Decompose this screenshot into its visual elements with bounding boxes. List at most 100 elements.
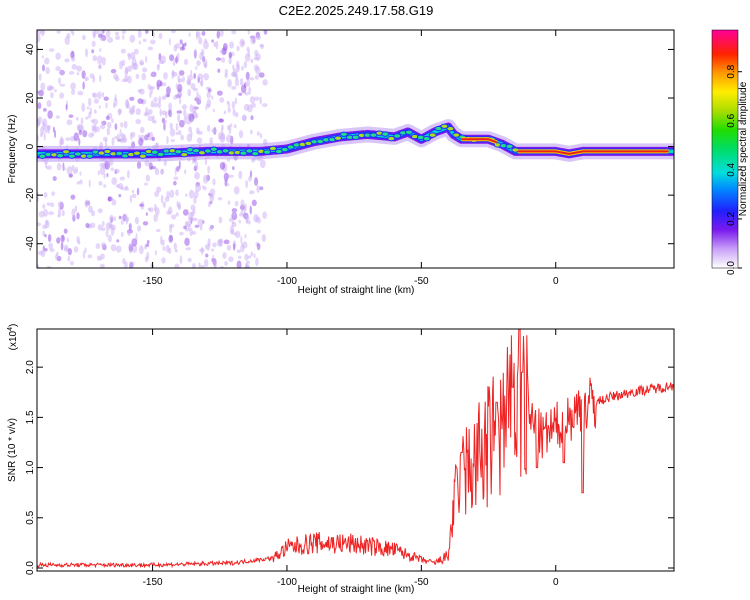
noise-mark — [233, 232, 237, 236]
noise-mark — [121, 59, 126, 67]
noise-mark — [173, 95, 178, 100]
noise-mark — [157, 101, 161, 109]
noise-mark — [107, 234, 112, 243]
noise-mark — [189, 227, 193, 237]
noise-mark — [73, 246, 79, 253]
noise-mark — [200, 246, 204, 255]
noise-mark — [48, 242, 53, 250]
noise-mark — [188, 32, 191, 37]
x-tick-label: -50 — [414, 577, 429, 588]
noise-mark — [232, 64, 235, 71]
noise-mark — [196, 137, 203, 144]
noise-mark — [147, 108, 153, 115]
noise-mark — [107, 196, 113, 202]
noise-mark — [44, 233, 47, 238]
ridge-blob — [440, 123, 449, 129]
noise-mark — [154, 206, 160, 216]
colorbar-ticks: 0.0 0.2 0.4 0.6 0.8 — [726, 64, 742, 275]
noise-mark — [68, 173, 74, 178]
ridge-blob — [339, 131, 348, 137]
noise-mark — [243, 61, 248, 69]
noise-mark — [130, 52, 136, 60]
noise-mark — [102, 220, 105, 227]
noise-mark — [76, 181, 81, 185]
noise-mark — [259, 133, 263, 139]
ridge-blob — [245, 148, 254, 154]
noise-mark — [223, 239, 230, 245]
noise-mark — [245, 71, 250, 81]
noise-mark — [240, 209, 244, 215]
noise-mark — [81, 102, 86, 112]
noise-mark — [254, 177, 259, 186]
noise-mark — [211, 39, 214, 43]
noise-mark — [195, 30, 199, 40]
noise-mark — [240, 235, 243, 245]
noise-mark — [107, 36, 114, 43]
noise-mark — [218, 118, 224, 123]
noise-mark — [97, 55, 103, 65]
noise-mark — [162, 82, 167, 87]
noise-mark — [89, 73, 95, 79]
noise-mark — [43, 208, 49, 217]
x-tick-label: 0 — [553, 276, 559, 287]
noise-mark — [228, 51, 232, 59]
noise-mark — [46, 202, 51, 207]
noise-mark — [129, 34, 136, 43]
noise-mark — [90, 119, 95, 123]
noise-mark — [190, 204, 196, 211]
noise-mark — [82, 34, 86, 41]
ridge-blob — [209, 146, 218, 152]
noise-mark — [242, 114, 247, 122]
x-tick-label: -50 — [414, 276, 429, 287]
noise-mark — [75, 166, 79, 174]
noise-mark — [120, 122, 124, 128]
noise-mark — [101, 242, 107, 248]
noise-mark — [178, 96, 182, 105]
noise-mark — [110, 244, 117, 252]
noise-mark — [103, 173, 106, 179]
noise-mark — [219, 97, 225, 103]
colorbar: 0.0 0.2 0.4 0.6 0.8 Normalized spectral ampl… — [711, 29, 749, 275]
noise-mark — [175, 189, 179, 197]
noise-mark — [234, 200, 239, 207]
noise-mark — [227, 101, 231, 108]
y-tick-label: -40 — [25, 236, 36, 251]
y-tick-label: 1.5 — [25, 410, 36, 424]
noise-mark — [236, 249, 242, 253]
noise-mark — [235, 74, 239, 80]
noise-mark — [84, 199, 89, 208]
noise-mark — [84, 48, 89, 58]
spectrogram-ticks: -150 -100 -50 0 -40 -20 0 20 40 — [25, 30, 674, 287]
noise-mark — [182, 43, 187, 47]
noise-mark — [186, 78, 192, 85]
noise-mark — [148, 162, 153, 170]
noise-mark — [231, 30, 237, 35]
noise-mark — [238, 130, 244, 139]
noise-mark — [114, 123, 118, 131]
noise-mark — [45, 165, 52, 170]
noise-mark — [157, 81, 160, 85]
noise-mark — [184, 169, 187, 175]
noise-mark — [171, 214, 177, 220]
noise-mark — [57, 201, 63, 208]
noise-mark — [161, 257, 166, 264]
colorbar-tick-label: 0.6 — [726, 113, 737, 127]
snr-xlabel: Height of straight line (km) — [298, 584, 415, 595]
noise-mark — [123, 187, 130, 191]
noise-mark — [45, 219, 49, 225]
ridge-core — [518, 150, 669, 155]
noise-mark — [127, 169, 130, 179]
noise-mark — [202, 40, 209, 50]
y-tick-label: 0.5 — [25, 510, 36, 524]
noise-mark — [208, 226, 214, 231]
noise-mark — [118, 215, 122, 220]
noise-mark — [248, 175, 252, 182]
noise-mark — [235, 230, 241, 239]
noise-mark — [122, 134, 126, 139]
noise-mark — [195, 66, 198, 70]
noise-mark — [122, 34, 125, 40]
noise-mark — [99, 162, 105, 168]
noise-mark — [178, 70, 185, 76]
noise-mark — [174, 263, 180, 268]
noise-mark — [200, 78, 204, 87]
